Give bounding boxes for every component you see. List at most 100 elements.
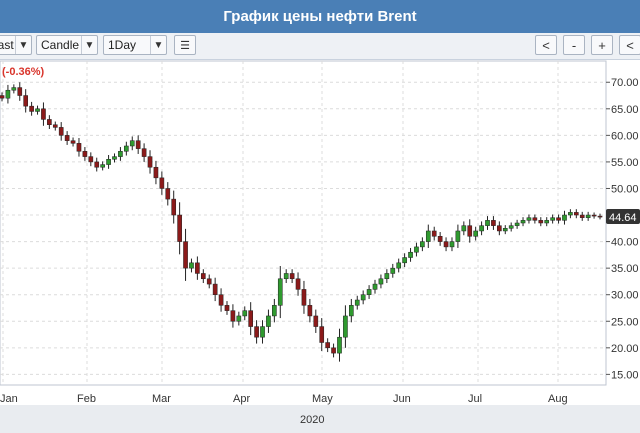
candle-body (372, 283, 378, 290)
candle-body (544, 220, 550, 224)
candle-body (366, 289, 372, 295)
candle-body (508, 225, 514, 229)
x-tick-label: May (312, 393, 333, 405)
candle-body (313, 315, 319, 327)
candle-up (11, 84, 17, 94)
candle-body (485, 220, 490, 226)
candle-up (526, 214, 532, 224)
candle-down (579, 211, 585, 221)
candle-up (520, 217, 526, 227)
candle-down (17, 82, 23, 101)
candle-body (360, 294, 366, 301)
last-price-label: 44.64 (609, 212, 637, 224)
candle-body (514, 222, 520, 226)
candle-body (431, 230, 437, 237)
candle-down (313, 309, 319, 333)
candle-up (384, 269, 390, 284)
candle-body (307, 305, 313, 317)
candle-down (597, 213, 603, 220)
candle-body (597, 215, 603, 218)
candle-body (420, 241, 425, 248)
candle-up (550, 214, 555, 224)
candle-up (5, 84, 11, 104)
candle-body (35, 108, 40, 112)
candle-down (556, 214, 561, 224)
candle-down (177, 202, 182, 255)
candle-body (568, 212, 573, 216)
candle-body (189, 262, 194, 269)
candle-up (277, 266, 283, 319)
candle-body (17, 87, 23, 96)
x-axis: Jan Feb Mar Apr May Jun Jul Aug (0, 393, 568, 405)
candle-up (360, 290, 366, 305)
candle-up (479, 221, 484, 236)
candle-body (171, 198, 177, 216)
candle-body (295, 278, 301, 290)
candle-body (473, 230, 478, 237)
candle-body (118, 151, 123, 157)
candle-down (573, 209, 579, 219)
candle-down (289, 269, 295, 284)
candle-body (467, 225, 473, 237)
interval-label: 1Day (108, 38, 137, 52)
candle-body (100, 164, 105, 168)
year-band (0, 405, 640, 433)
candle-down (319, 318, 325, 352)
candle-body (585, 214, 591, 218)
candle-body (455, 230, 461, 242)
candle-body (502, 228, 508, 232)
candle-down (58, 122, 64, 141)
candle-up (408, 247, 413, 262)
candle-body (437, 236, 443, 242)
zoom-in-button[interactable]: + (591, 35, 613, 55)
candle-down (135, 135, 141, 154)
candle-body (112, 156, 117, 160)
range-select-label: Last (0, 38, 14, 52)
y-tick-label: 30.00 (611, 290, 639, 302)
scroll-left-button[interactable]: < (535, 35, 557, 55)
candle-up (106, 155, 111, 169)
y-axis: 15.0020.0025.0030.0035.0040.0045.0050.00… (606, 77, 639, 381)
x-tick-label: Jan (0, 393, 18, 405)
candle-up (118, 147, 123, 161)
candle-body (402, 257, 407, 264)
candle-body (230, 310, 236, 322)
candle-body (129, 140, 135, 147)
change-percent: (-0.36%) (2, 66, 45, 78)
candle-body (236, 315, 242, 322)
candle-body (29, 105, 34, 112)
chart-type-select[interactable]: Candle ▼ (36, 35, 98, 55)
chart-type-label: Candle (41, 38, 80, 52)
candle-body (538, 220, 544, 224)
x-tick-label: Apr (233, 393, 250, 405)
extra-nav-button[interactable]: < (619, 35, 640, 55)
candle-down (94, 157, 100, 172)
candle-down (52, 121, 58, 131)
candle-body (52, 124, 58, 128)
candle-body (408, 251, 413, 258)
candle-body (0, 95, 5, 99)
candle-down (443, 237, 449, 252)
candle-body (325, 342, 330, 349)
candle-up (449, 237, 455, 252)
candle-down (301, 280, 307, 314)
interval-select[interactable]: 1Day ▼ (103, 35, 167, 55)
candle-down (29, 101, 34, 116)
candle-body (378, 278, 384, 285)
candle-down (165, 182, 171, 206)
candle-down (171, 190, 177, 224)
candle-up (272, 298, 277, 323)
candles (0, 82, 603, 362)
candle-body (165, 188, 171, 200)
candle-body (242, 310, 248, 317)
candle-down (76, 138, 82, 157)
candle-body (47, 119, 52, 125)
list-button[interactable]: ☰ (174, 35, 196, 55)
candle-down (467, 219, 473, 243)
candle-up (343, 305, 348, 348)
range-select[interactable]: Last ▼ (0, 35, 32, 55)
candle-body (331, 347, 336, 354)
candle-down (47, 115, 52, 129)
candle-body (520, 220, 526, 224)
zoom-out-button[interactable]: - (563, 35, 585, 55)
